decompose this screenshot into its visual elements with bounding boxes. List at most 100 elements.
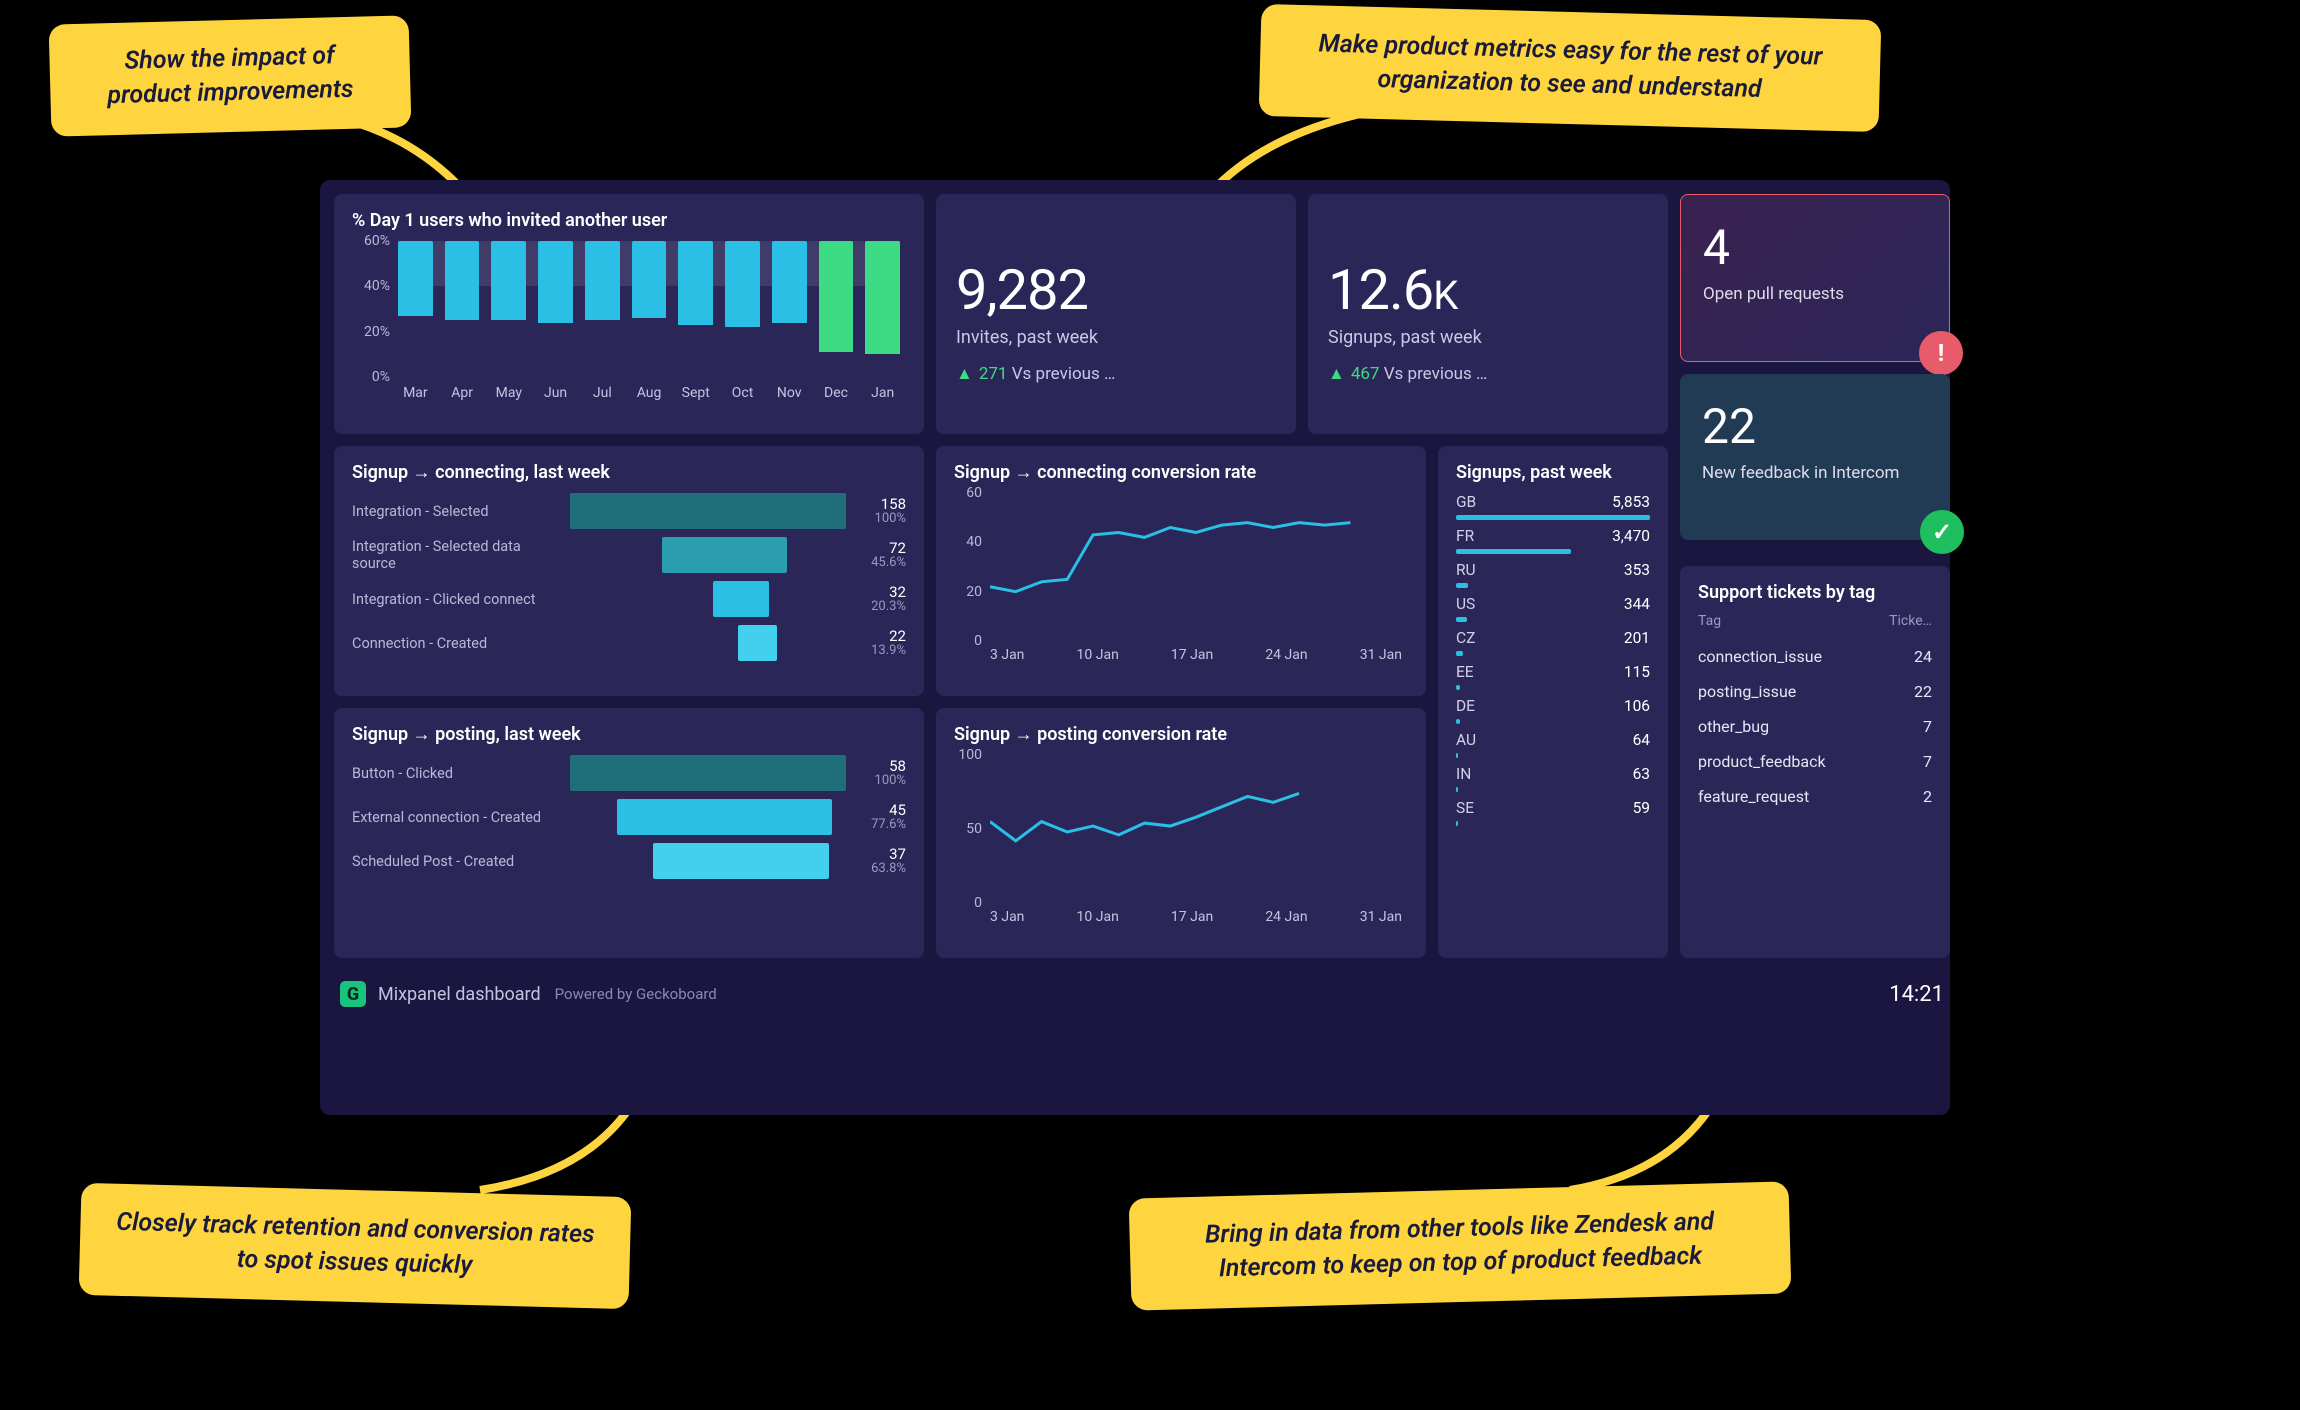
funnel-bar	[662, 537, 788, 573]
funnel-step-label: Connection - Created	[352, 635, 562, 652]
table-row: product_feedback7	[1698, 744, 1932, 779]
country-bar	[1456, 651, 1463, 656]
dashboard: % Day 1 users who invited another user 0…	[320, 180, 1950, 1115]
funnel-step: Connection - Created2213.9%	[352, 625, 906, 661]
table-row: feature_request 2	[1698, 779, 1932, 814]
chart-title: Signup → connecting conversion rate	[954, 462, 1408, 483]
x-label: Aug	[632, 385, 667, 401]
x-label: 24 Jan	[1265, 647, 1307, 663]
card-line-posting-rate: Signup → posting conversion rate 050100 …	[936, 708, 1426, 958]
country-code: FR	[1456, 527, 1474, 545]
country-code: EE	[1456, 663, 1474, 681]
x-label: 17 Jan	[1171, 647, 1213, 663]
card-funnel-posting: Signup → posting, last week Button - Cli…	[334, 708, 924, 958]
funnel-bar	[653, 843, 829, 879]
bar	[865, 241, 900, 354]
funnel-bar	[570, 493, 846, 529]
callout-bottom-right: Bring in data from other tools like Zend…	[1129, 1181, 1792, 1310]
funnel-step-label: Scheduled Post - Created	[352, 853, 562, 870]
funnel-bar	[738, 625, 776, 661]
funnel-step: External connection - Created4577.6%	[352, 799, 906, 835]
country-row: FR3,470	[1456, 527, 1650, 554]
country-row: DE 106	[1456, 697, 1650, 724]
funnel-values: 158100%	[854, 496, 906, 527]
funnel-step-label: Integration - Clicked connect	[352, 591, 562, 608]
cell-count: 2	[1923, 787, 1932, 806]
geckoboard-logo-icon: G	[340, 981, 366, 1007]
cell-count: 7	[1923, 752, 1932, 771]
bar	[678, 241, 713, 325]
card-bignums: 9,282 Invites, past week ▲271 Vs previou…	[936, 194, 1668, 434]
funnel-values: 58100%	[854, 758, 906, 789]
x-label: Apr	[445, 385, 480, 401]
card-line-connecting-rate: Signup → connecting conversion rate 0204…	[936, 446, 1426, 696]
bar	[819, 241, 854, 352]
bar	[445, 241, 480, 320]
status-label: Open pull requests	[1703, 284, 1927, 304]
country-code: RU	[1456, 561, 1476, 579]
x-label: 17 Jan	[1171, 909, 1213, 925]
x-label: Oct	[725, 385, 760, 401]
line-series	[990, 793, 1299, 840]
funnel-step: Integration - Selected158100%	[352, 493, 906, 529]
country-code: AU	[1456, 731, 1476, 749]
cell-tag: feature_request	[1698, 787, 1809, 806]
country-value: 201	[1624, 629, 1650, 647]
chart-title: % Day 1 users who invited another user	[352, 210, 906, 231]
status-value: 22	[1702, 398, 1928, 455]
x-label: Jun	[538, 385, 573, 401]
funnel-bar	[713, 581, 769, 617]
dashboard-footer: G Mixpanel dashboard Powered by Geckoboa…	[334, 970, 1950, 1018]
x-label: 3 Jan	[990, 647, 1024, 663]
country-value: 106	[1624, 697, 1650, 715]
metric-value: 12.6K	[1328, 257, 1648, 323]
x-label: 24 Jan	[1265, 909, 1307, 925]
country-code: CZ	[1456, 629, 1475, 647]
country-bar	[1456, 787, 1458, 792]
metric-invites: 9,282 Invites, past week ▲271 Vs previou…	[936, 194, 1296, 434]
country-code: SE	[1456, 799, 1474, 817]
x-label: May	[491, 385, 526, 401]
funnel-step-label: Button - Clicked	[352, 765, 562, 782]
funnel-bar	[570, 755, 846, 791]
bar	[725, 241, 760, 327]
card-support-tickets: Support tickets by tag TagTicke… connect…	[1680, 566, 1950, 958]
line-chart: 0204060 3 Jan10 Jan17 Jan24 Jan31 Jan	[954, 493, 1408, 663]
country-bar	[1456, 719, 1460, 724]
cell-tag: posting_issue	[1698, 682, 1796, 701]
dashboard-title: Mixpanel dashboard	[378, 984, 541, 1005]
country-code: DE	[1456, 697, 1475, 715]
metric-delta: ▲271 Vs previous …	[956, 364, 1276, 384]
country-bar	[1456, 583, 1468, 588]
x-label: 10 Jan	[1077, 909, 1119, 925]
bar	[632, 241, 667, 318]
country-row: IN 63	[1456, 765, 1650, 792]
status-label: New feedback in Intercom	[1702, 463, 1928, 483]
check-icon: ✓	[1920, 510, 1964, 554]
status-value: 4	[1703, 219, 1927, 276]
country-code: US	[1456, 595, 1475, 613]
country-bar	[1456, 753, 1458, 758]
x-label: 3 Jan	[990, 909, 1024, 925]
bar	[538, 241, 573, 323]
country-value: 344	[1624, 595, 1650, 613]
column-header-tag: Tag	[1698, 613, 1721, 629]
country-row: GB 5,853	[1456, 493, 1650, 520]
country-code: GB	[1456, 493, 1476, 511]
x-label: 31 Jan	[1360, 647, 1402, 663]
country-value: 59	[1633, 799, 1650, 817]
table-title: Support tickets by tag	[1698, 582, 1932, 603]
x-label: Sept	[678, 385, 713, 401]
country-value: 63	[1633, 765, 1650, 783]
country-value: 5,853	[1612, 493, 1650, 511]
callout-bottom-left: Closely track retention and conversion r…	[79, 1183, 632, 1309]
country-row: EE115	[1456, 663, 1650, 690]
funnel-step: Integration - Clicked connect3220.3%	[352, 581, 906, 617]
card-day1-invites-bar: % Day 1 users who invited another user 0…	[334, 194, 924, 434]
x-label: Jul	[585, 385, 620, 401]
clock: 14:21	[1889, 982, 1944, 1007]
metric-delta: ▲467 Vs previous …	[1328, 364, 1648, 384]
country-code: IN	[1456, 765, 1471, 783]
metric-value: 9,282	[956, 257, 1276, 323]
cell-tag: other_bug	[1698, 717, 1769, 736]
